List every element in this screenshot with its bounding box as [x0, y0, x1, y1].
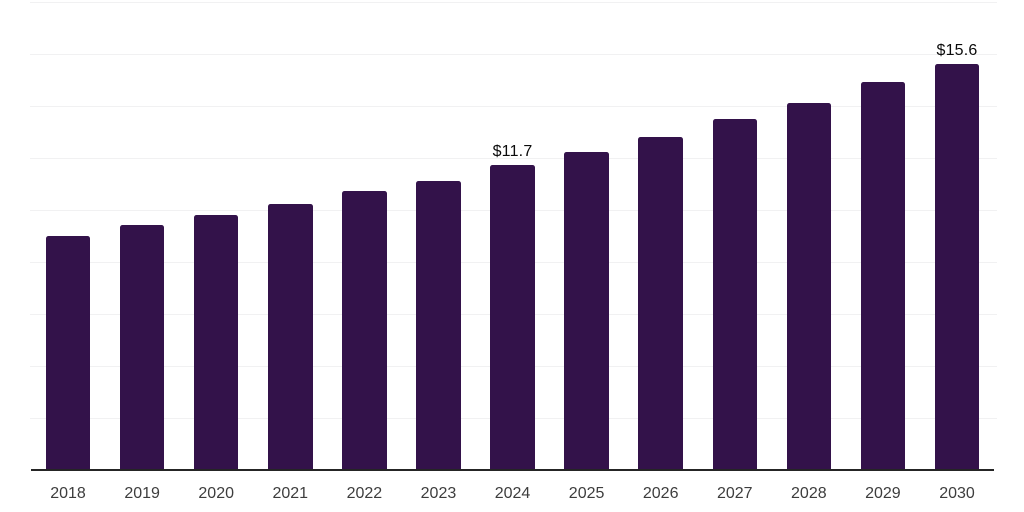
x-tick-label: 2023 — [420, 485, 457, 502]
bar — [268, 204, 313, 470]
bar — [416, 180, 461, 470]
bar — [786, 102, 832, 470]
x-tick-label: 2022 — [346, 485, 383, 502]
bar — [490, 165, 535, 470]
gridline — [30, 105, 997, 107]
x-tick-label: 2027 — [716, 485, 753, 502]
x-tick-label: 2026 — [642, 485, 679, 502]
bar — [638, 136, 683, 470]
x-tick-label: 2021 — [272, 485, 309, 502]
x-tick-label: 2028 — [791, 485, 827, 502]
x-axis-line — [31, 469, 994, 471]
x-tick-label: 2019 — [124, 485, 160, 502]
x-tick-label: 2020 — [198, 485, 234, 502]
bar — [193, 214, 239, 470]
x-tick-label: 2029 — [865, 485, 901, 502]
bar — [564, 152, 609, 470]
bar — [45, 235, 91, 470]
bar — [860, 82, 906, 470]
bar — [712, 118, 757, 470]
x-tick-label: 2024 — [494, 485, 531, 502]
gridline — [30, 157, 997, 159]
bar — [342, 191, 387, 470]
x-tick-label: 2030 — [939, 485, 975, 502]
bar — [119, 225, 165, 470]
bar-value-label: $15.6 — [936, 41, 978, 59]
x-tick-label: 2018 — [50, 485, 86, 502]
gridline — [30, 53, 997, 55]
gridline — [30, 1, 997, 3]
bar-value-label: $11.7 — [492, 143, 533, 161]
bar — [934, 63, 980, 470]
x-tick-label: 2025 — [568, 485, 605, 502]
